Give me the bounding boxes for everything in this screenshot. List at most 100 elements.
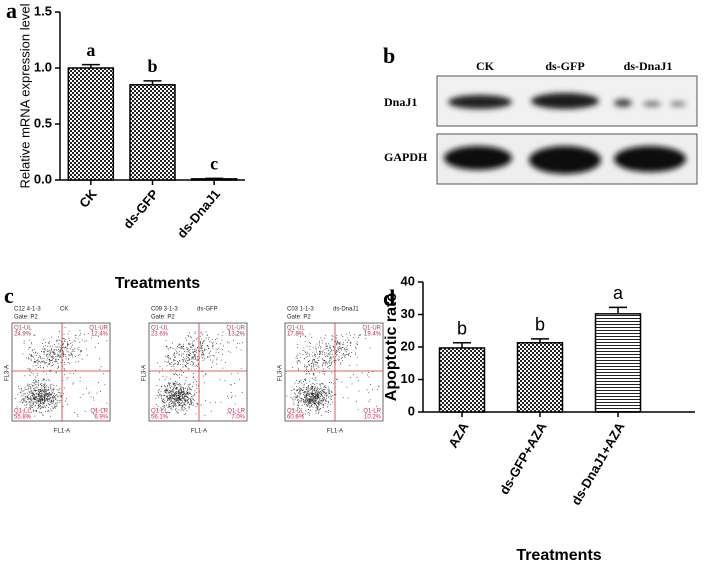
event-dot <box>188 407 190 409</box>
event-dot <box>322 407 324 408</box>
event-dot <box>314 369 315 371</box>
event-dot <box>175 405 176 407</box>
event-dot <box>353 374 354 375</box>
event-dot <box>316 395 317 397</box>
event-dot <box>47 357 48 359</box>
quadrant-percent: 19.4% <box>364 332 382 338</box>
event-dot <box>231 397 232 399</box>
event-dot <box>40 399 41 400</box>
event-dot <box>163 334 165 336</box>
event-dot <box>49 360 50 362</box>
event-dot <box>319 353 321 355</box>
event-dot <box>174 404 175 406</box>
event-dot <box>336 350 337 352</box>
event-dot <box>335 353 337 354</box>
event-dot <box>315 412 317 414</box>
event-dot <box>29 386 31 388</box>
event-dot <box>57 354 59 356</box>
event-dot <box>311 399 313 401</box>
event-dot <box>341 381 343 383</box>
y-tick-label: 0 <box>408 403 415 418</box>
event-dot <box>168 358 170 360</box>
event-dot <box>49 384 51 386</box>
event-dot <box>210 341 212 343</box>
event-dot <box>51 400 52 402</box>
event-dot <box>316 365 318 367</box>
event-dot <box>176 394 177 396</box>
event-dot <box>68 330 70 332</box>
event-dot <box>52 357 54 359</box>
event-dot <box>334 348 335 350</box>
event-dot <box>49 364 51 366</box>
event-dot <box>297 360 299 362</box>
event-dot <box>73 339 75 341</box>
event-dot <box>328 343 329 345</box>
quadrant-name: Q1-UR <box>362 326 381 332</box>
event-dot <box>316 396 318 397</box>
event-dot <box>311 405 312 407</box>
event-dot <box>315 379 317 381</box>
event-dot <box>63 354 65 356</box>
event-dot <box>177 375 179 377</box>
event-dot <box>185 413 186 415</box>
event-dot <box>186 358 187 360</box>
event-dot <box>187 347 189 349</box>
event-dot <box>57 353 59 355</box>
event-dot <box>181 353 183 355</box>
sample-id: C09 3-1-3 <box>151 307 178 313</box>
event-dot <box>326 392 328 394</box>
event-dot <box>212 343 213 345</box>
event-dot <box>180 393 181 395</box>
event-dot <box>89 391 91 393</box>
event-dot <box>188 391 190 393</box>
event-dot <box>60 395 62 397</box>
event-dot <box>41 357 43 359</box>
event-dot <box>53 353 55 355</box>
event-dot <box>172 398 173 399</box>
event-dot <box>50 369 52 371</box>
y-tick-label: 40 <box>401 273 415 288</box>
event-dot <box>183 391 185 393</box>
bar <box>67 67 115 181</box>
event-dot <box>39 404 40 406</box>
event-dot <box>305 390 307 392</box>
event-dot <box>178 377 180 378</box>
event-dot <box>44 399 45 401</box>
event-dot <box>19 401 21 403</box>
event-dot <box>22 390 24 392</box>
event-dot <box>34 349 36 350</box>
event-dot <box>58 355 60 356</box>
event-dot <box>69 372 71 374</box>
event-dot <box>185 394 187 395</box>
event-dot <box>51 393 53 395</box>
event-dot <box>46 354 47 356</box>
event-dot <box>376 405 377 407</box>
event-dot <box>44 361 46 363</box>
event-dot <box>47 389 49 390</box>
event-dot <box>174 395 176 397</box>
event-dot <box>52 355 54 357</box>
event-dot <box>190 347 192 348</box>
event-dot <box>63 338 65 340</box>
event-dot <box>181 390 183 392</box>
event-dot <box>49 359 51 360</box>
quadrant-percent: 13.2% <box>228 332 246 338</box>
event-dot <box>174 393 175 395</box>
event-dot <box>189 343 191 345</box>
event-dot <box>183 360 184 362</box>
event-dot <box>359 334 361 336</box>
event-dot <box>337 348 339 350</box>
event-dot <box>45 400 46 402</box>
event-dot <box>41 397 42 399</box>
event-dot <box>321 402 323 404</box>
event-dot <box>304 364 306 366</box>
event-dot <box>318 409 320 411</box>
event-dot <box>28 401 30 403</box>
event-dot <box>45 386 46 388</box>
event-dot <box>170 391 172 392</box>
event-dot <box>62 365 63 367</box>
event-dot <box>304 358 305 360</box>
event-dot <box>307 389 309 391</box>
event-dot <box>159 379 160 381</box>
event-dot <box>202 353 204 355</box>
